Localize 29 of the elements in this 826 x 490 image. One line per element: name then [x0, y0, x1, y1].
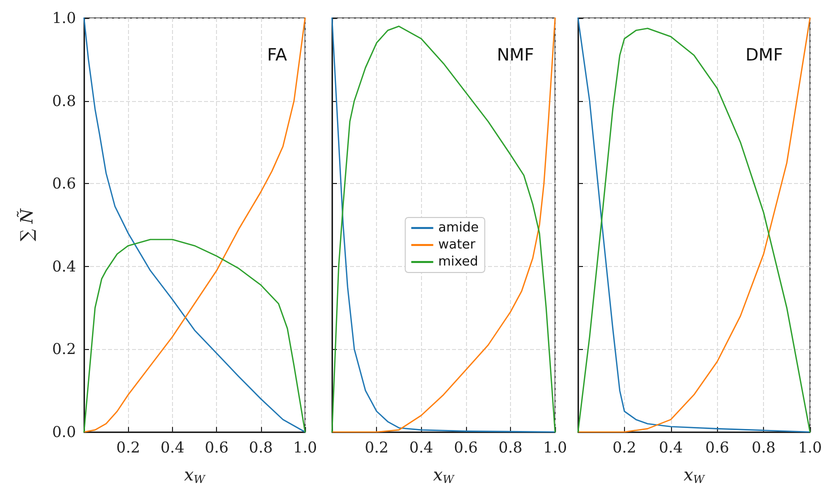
y-tick-label: 0.4 — [52, 257, 76, 276]
x-tick-label: 0.4 — [160, 438, 184, 456]
x-tick-label: 0.4 — [658, 438, 683, 456]
text: NMF — [496, 46, 534, 66]
x-tick-label: 0.2 — [612, 438, 636, 456]
line-series — [83, 17, 306, 433]
x-tick-label: 0.8 — [498, 438, 522, 456]
legend-label: mixed — [438, 254, 478, 270]
x-tick-label: 0.2 — [364, 438, 389, 456]
x-tick-label: 0.6 — [454, 438, 478, 456]
y-tick-label: 0.6 — [52, 174, 76, 193]
text: FA — [267, 46, 288, 66]
x-tick-label: 0.8 — [752, 438, 776, 456]
x-tick-label: 1.0 — [798, 438, 822, 456]
y-tick-label: 0.8 — [52, 92, 76, 110]
legend-label: amide — [438, 220, 479, 236]
x-tick-label: 1.0 — [543, 438, 567, 456]
x-tick-label: 0.6 — [705, 438, 730, 456]
y-tick-label: 0.2 — [52, 340, 76, 358]
y-tick-label: 0.0 — [52, 423, 76, 441]
x-tick-label: 0.8 — [248, 438, 273, 456]
x-tick-label: 0.6 — [204, 438, 229, 456]
y-axis-title: ∑ Ñ — [16, 208, 38, 242]
legend-label: water — [438, 238, 476, 252]
y-tick-label: 1.0 — [52, 9, 76, 27]
x-tick-label: 0.2 — [116, 438, 140, 456]
x-tick-label: 1.0 — [293, 438, 317, 456]
text: DMF — [745, 46, 784, 66]
x-tick-label: 0.4 — [409, 438, 434, 456]
